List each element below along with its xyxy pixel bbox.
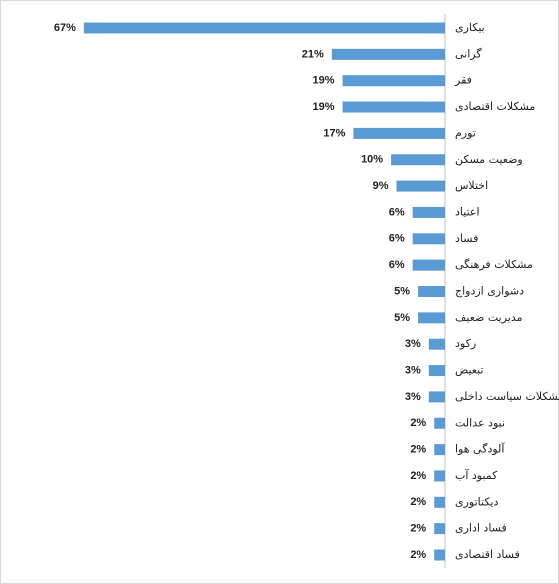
category-label: گرانی bbox=[455, 47, 482, 60]
category-label: رکود bbox=[455, 337, 476, 350]
bar bbox=[434, 444, 445, 456]
category-label: مشکلات اقتصادی bbox=[455, 100, 535, 113]
bar bbox=[412, 206, 445, 218]
bar bbox=[342, 101, 445, 113]
value-label: 2% bbox=[410, 549, 426, 561]
bar bbox=[412, 233, 445, 245]
category-label: اختلاس bbox=[455, 179, 488, 192]
value-label: 2% bbox=[410, 444, 426, 456]
value-label: 2% bbox=[410, 523, 426, 535]
category-label: وضعیت مسکن bbox=[455, 153, 523, 166]
value-label: 19% bbox=[313, 101, 335, 113]
category-label: مشکلات سیاست داخلی bbox=[455, 390, 559, 403]
category-label: مدیریت ضعیف bbox=[455, 311, 523, 324]
bar bbox=[428, 338, 445, 350]
value-label: 2% bbox=[410, 496, 426, 508]
bar bbox=[418, 286, 445, 297]
category-label: کمبود آب bbox=[455, 468, 498, 482]
value-label: 2% bbox=[410, 417, 426, 429]
category-label: دیکتاتوری bbox=[455, 495, 498, 508]
value-label: 2% bbox=[410, 470, 426, 482]
bar bbox=[412, 259, 445, 271]
bar bbox=[418, 312, 445, 324]
category-label: بیکاری bbox=[455, 21, 485, 34]
value-label: 6% bbox=[389, 233, 405, 245]
category-label: اعتیاد bbox=[455, 205, 480, 218]
category-label: تبعیض bbox=[455, 364, 483, 377]
category-label: دشواری ازدواج bbox=[455, 285, 524, 298]
value-label: 19% bbox=[313, 75, 335, 87]
bar bbox=[428, 365, 445, 377]
bar bbox=[396, 180, 445, 192]
bar bbox=[428, 391, 445, 403]
category-label: نبود عدالت bbox=[455, 416, 505, 429]
category-label: فساد اداری bbox=[455, 522, 507, 535]
category-label: فساد اقتصادی bbox=[455, 548, 520, 561]
value-label: 10% bbox=[361, 154, 383, 166]
bar bbox=[391, 154, 445, 166]
value-label: 5% bbox=[394, 285, 410, 297]
category-label: مشکلات فرهنگی bbox=[455, 258, 533, 271]
category-label: فقر bbox=[454, 74, 472, 87]
bar bbox=[353, 127, 445, 139]
value-label: 67% bbox=[54, 22, 76, 34]
category-label: فساد bbox=[455, 232, 478, 245]
value-label: 17% bbox=[323, 127, 345, 139]
value-label: 3% bbox=[405, 391, 421, 403]
value-label: 6% bbox=[389, 259, 405, 271]
bar bbox=[434, 496, 445, 508]
value-label: 3% bbox=[405, 364, 421, 376]
bar bbox=[83, 22, 446, 34]
bar bbox=[434, 417, 445, 429]
category-label: آلودگی هوا bbox=[455, 442, 505, 456]
value-label: 21% bbox=[302, 48, 324, 60]
category-label: تورم bbox=[455, 126, 476, 139]
bar bbox=[342, 75, 445, 87]
value-label: 6% bbox=[389, 206, 405, 218]
bar bbox=[434, 523, 445, 535]
value-label: 5% bbox=[394, 312, 410, 324]
bar bbox=[434, 549, 445, 561]
bar bbox=[331, 48, 445, 60]
bar bbox=[434, 470, 445, 482]
value-label: 9% bbox=[373, 180, 389, 192]
value-label: 3% bbox=[405, 338, 421, 350]
